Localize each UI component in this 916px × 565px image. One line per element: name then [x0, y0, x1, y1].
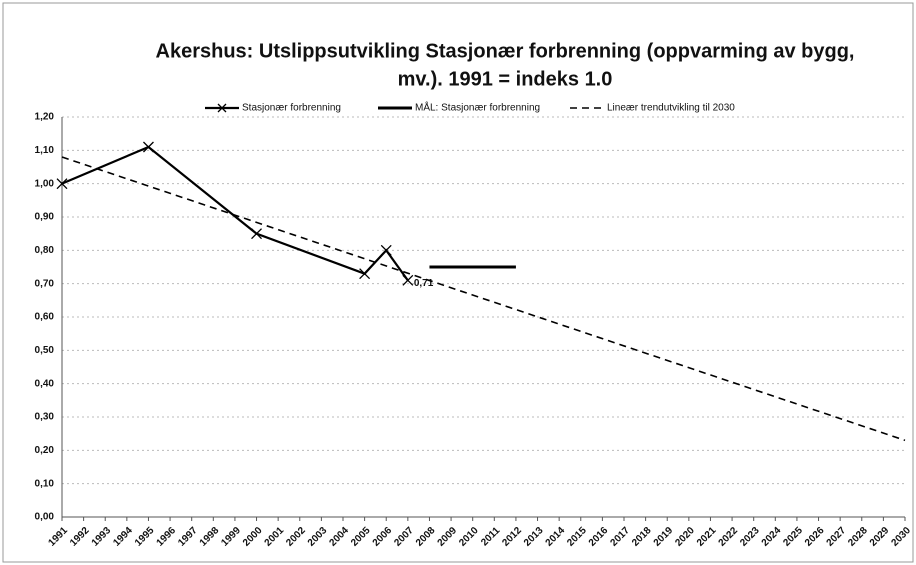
x-tick-label: 2009: [436, 525, 460, 549]
legend-label: MÅL: Stasjonær forbrenning: [415, 101, 540, 114]
x-tick-label: 1998: [198, 525, 222, 549]
y-tick-label: 0,00: [35, 512, 55, 523]
x-tick-label: 2028: [846, 525, 870, 549]
x-tick-label: 2007: [392, 525, 416, 549]
x-tick-label: 2001: [263, 525, 287, 549]
chart-title: Akershus: Utslippsutvikling Stasjonær fo…: [156, 40, 855, 62]
y-tick-label: 0,20: [35, 445, 55, 456]
legend-marker: [217, 103, 227, 113]
x-tick-label: 2018: [630, 525, 654, 549]
x-tick-label: 1995: [133, 525, 157, 549]
y-tick-label: 1,10: [35, 145, 55, 156]
series-line: [61, 145, 409, 281]
x-tick-label: 2000: [241, 525, 265, 549]
data-marker: [380, 244, 392, 256]
x-tick-label: 1993: [90, 525, 114, 549]
y-tick-label: 0,50: [35, 345, 55, 356]
x-tick-label: 2013: [522, 525, 546, 549]
x-tick-label: 2017: [608, 525, 632, 549]
x-tick-label: 2012: [500, 525, 524, 549]
x-tick-label: 2022: [717, 525, 741, 549]
data-marker: [359, 268, 371, 280]
chart-title: mv.). 1991 = indeks 1.0: [398, 68, 613, 90]
x-tick-label: 2011: [479, 525, 502, 548]
x-tick-label: 2019: [652, 525, 676, 549]
x-tick-label: 1999: [219, 525, 243, 549]
x-tick-label: 2016: [587, 525, 611, 549]
x-tick-label: 2010: [457, 525, 481, 549]
x-tick-label: 2004: [327, 525, 351, 549]
x-tick-label: 2023: [738, 525, 762, 549]
x-tick-label: 2029: [868, 525, 892, 549]
data-marker: [143, 141, 154, 153]
data-marker: [56, 178, 68, 190]
y-tick-label: 0,30: [35, 412, 55, 423]
x-tick-label: 2025: [781, 525, 805, 549]
y-tick-label: 0,80: [35, 245, 55, 256]
x-tick-label: 2021: [695, 525, 719, 549]
y-tick-label: 1,20: [35, 112, 55, 123]
x-tick-label: 2030: [889, 525, 913, 549]
x-tick-label: 2002: [284, 525, 308, 549]
y-tick-label: 1,00: [35, 178, 55, 189]
y-tick-label: 0,40: [35, 378, 55, 389]
data-marker: [402, 274, 414, 286]
y-tick-label: 0,60: [35, 312, 55, 323]
x-tick-label: 2003: [306, 525, 330, 549]
y-tick-label: 0,90: [35, 212, 55, 223]
x-tick-label: 1996: [155, 525, 179, 549]
x-tick-label: 1991: [46, 525, 70, 549]
legend-label: Stasjonær forbrenning: [242, 103, 341, 114]
x-tick-label: 2027: [825, 525, 849, 549]
x-tick-label: 1994: [111, 525, 135, 549]
x-tick-label: 2014: [544, 525, 568, 549]
data-label: 0,71: [414, 278, 434, 289]
x-tick-label: 2020: [673, 525, 697, 549]
legend-label: Lineær trendutvikling til 2030: [607, 103, 735, 114]
y-tick-label: 0,10: [35, 478, 55, 489]
x-tick-label: 2015: [565, 525, 589, 549]
x-tick-label: 2024: [760, 525, 784, 549]
x-tick-label: 2008: [414, 525, 438, 549]
x-tick-label: 2026: [803, 525, 827, 549]
data-marker: [251, 228, 262, 240]
x-tick-label: 1992: [68, 525, 92, 549]
x-tick-label: 1997: [176, 525, 200, 549]
y-tick-label: 0,70: [35, 278, 55, 289]
x-tick-label: 2005: [349, 525, 373, 549]
x-tick-label: 2006: [371, 525, 395, 549]
series-line: [61, 156, 906, 442]
